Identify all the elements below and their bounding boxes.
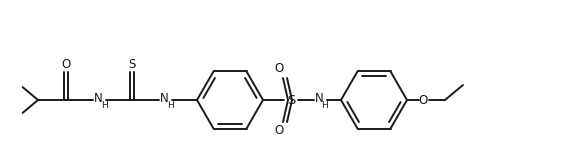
Text: O: O [274, 124, 284, 137]
Text: H: H [321, 101, 328, 111]
Text: H: H [101, 101, 107, 111]
Text: N: N [160, 93, 169, 106]
Text: H: H [166, 101, 173, 111]
Text: S: S [287, 94, 295, 107]
Text: O: O [274, 62, 284, 75]
Text: O: O [61, 57, 71, 71]
Text: N: N [315, 93, 323, 106]
Text: N: N [94, 93, 102, 106]
Text: O: O [418, 94, 428, 107]
Text: S: S [128, 57, 135, 71]
